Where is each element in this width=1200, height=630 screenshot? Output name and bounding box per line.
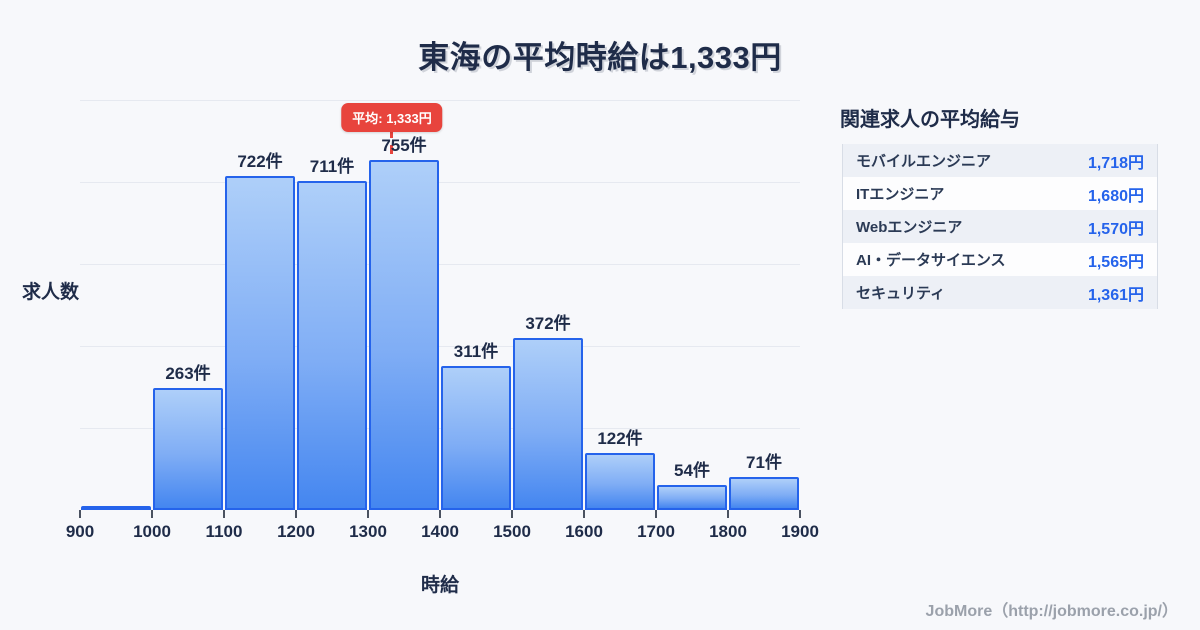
x-axis-tick <box>727 510 729 518</box>
job-average-wage: 1,680円 <box>1087 187 1144 205</box>
job-average-wage: 1,570円 <box>1087 220 1144 238</box>
job-category-label: セキュリティ <box>856 285 946 302</box>
x-axis-tick <box>655 510 657 518</box>
histogram-bar <box>513 338 583 510</box>
job-category-label: Webエンジニア <box>856 219 963 236</box>
bar-value-label: 263件 <box>165 364 211 383</box>
x-tick-label: 900 <box>65 522 95 541</box>
x-axis-tick <box>367 510 369 518</box>
x-tick-label: 1100 <box>205 522 243 541</box>
histogram-plot: 263件 722件 711件 755件 311件 372件 122件 54件 71件 900 100… <box>66 100 819 541</box>
x-tick-label: 1200 <box>277 522 315 541</box>
bar-value-label: 71件 <box>746 453 782 472</box>
gridline <box>80 346 800 347</box>
job-category-label: ITエンジニア <box>856 186 945 203</box>
related-job-row: Webエンジニア 1,570円 <box>843 210 1157 243</box>
x-axis-tick <box>295 510 297 518</box>
x-axis-label: 時給 <box>420 575 460 596</box>
x-tick-label: 1500 <box>493 522 531 541</box>
job-category-label: AI・データサイエンス <box>856 252 1006 269</box>
x-tick-label: 1900 <box>781 522 819 541</box>
gridline <box>80 264 800 265</box>
histogram-bar <box>153 388 223 510</box>
bar-value-label: 54件 <box>674 461 710 480</box>
related-job-row: ITエンジニア 1,680円 <box>843 177 1157 210</box>
bar-value-label: 372件 <box>525 314 571 333</box>
page-title: 東海の平均時給は1,333円 <box>418 40 782 75</box>
x-tick-label: 1700 <box>637 522 675 541</box>
histogram-bar <box>225 176 295 510</box>
x-axis-tick <box>511 510 513 518</box>
y-axis-label: 求人数 <box>22 282 80 303</box>
x-axis-tick <box>223 510 225 518</box>
x-tick-label: 1600 <box>565 522 603 541</box>
gridline <box>80 182 800 183</box>
x-axis-tick <box>79 510 81 518</box>
x-tick-label: 1000 <box>133 522 171 541</box>
gridline <box>80 428 800 429</box>
histogram-bar <box>297 181 367 510</box>
related-job-row: モバイルエンジニア 1,718円 <box>843 144 1157 177</box>
histogram-bar <box>585 453 655 510</box>
bar-value-label: 755件 <box>381 136 427 155</box>
job-average-wage: 1,565円 <box>1087 253 1144 271</box>
gridline <box>80 100 800 101</box>
side-panel-heading: 関連求人の平均給与 <box>840 109 1020 131</box>
job-average-wage: 1,718円 <box>1087 154 1144 172</box>
histogram-bar <box>729 477 799 510</box>
histogram-bar <box>657 485 727 510</box>
related-jobs-list: モバイルエンジニア 1,718円 ITエンジニア 1,680円 Webエンジニア 1,57… <box>842 144 1158 309</box>
bar-value-label: 711件 <box>309 157 355 176</box>
histogram-bar <box>81 506 151 510</box>
footer-credit: JobMore（http://jobmore.co.jp/） <box>925 603 1178 620</box>
job-average-wage: 1,361円 <box>1087 286 1144 304</box>
histogram-bar <box>369 160 439 510</box>
x-axis-tick <box>583 510 585 518</box>
x-axis-tick <box>799 510 801 518</box>
x-axis-tick <box>151 510 153 518</box>
x-axis-tick <box>439 510 441 518</box>
x-tick-label: 1300 <box>349 522 387 541</box>
average-badge: 平均: 1,333円 <box>341 103 443 132</box>
x-tick-label: 1400 <box>421 522 459 541</box>
x-tick-label: 1800 <box>709 522 747 541</box>
histogram-bar <box>441 366 511 510</box>
job-category-label: モバイルエンジニア <box>856 153 992 170</box>
related-job-row: AI・データサイエンス 1,565円 <box>843 243 1157 276</box>
bar-value-label: 722件 <box>237 152 283 171</box>
bar-value-label: 311件 <box>453 342 499 361</box>
related-job-row: セキュリティ 1,361円 <box>843 276 1157 309</box>
bar-value-label: 122件 <box>597 429 643 448</box>
